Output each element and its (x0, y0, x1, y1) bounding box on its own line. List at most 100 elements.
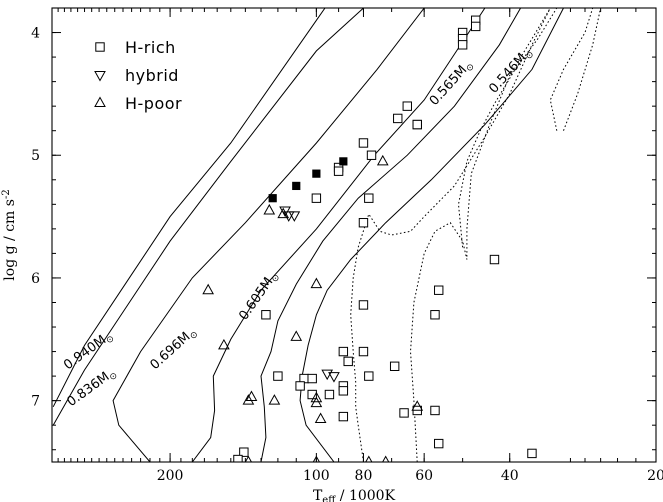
point-s0-17 (434, 285, 444, 295)
point-s1-3 (328, 372, 340, 383)
mass-track-1 (52, 8, 364, 426)
data-points (202, 15, 537, 462)
x-tick-label-3: 60 (415, 468, 433, 484)
point-s2-1 (277, 207, 290, 219)
point-s0-31 (338, 386, 349, 396)
point-s2-8 (245, 390, 258, 401)
point-s2-2 (376, 154, 389, 166)
point-s0-25 (273, 371, 283, 381)
y-axis-title-sup: -2 (1, 189, 12, 199)
sun-symbol-icon: ⊙ (108, 371, 120, 384)
point-s2-13 (411, 400, 424, 411)
track-label-2: 0.696M⊙ (147, 324, 200, 374)
point-s0-2 (457, 40, 468, 50)
y-tick-label-1: 5 (31, 148, 40, 164)
sun-symbol-icon: ⊙ (270, 273, 283, 285)
point-s0-12 (333, 166, 344, 176)
mass-track-2 (112, 8, 425, 462)
track-label-text-2: 0.696M (147, 329, 193, 373)
legend-label-0: H-rich (125, 38, 176, 57)
x-tick-label-1: 100 (303, 468, 330, 484)
point-s2-15 (312, 455, 320, 462)
point-s0-8 (412, 119, 422, 130)
dotted-track-4 (563, 8, 602, 131)
point-s0-13 (311, 193, 322, 203)
point-s0-38 (434, 438, 444, 449)
point-s0-40 (239, 447, 249, 457)
sun-symbol-icon: ⊙ (104, 334, 116, 347)
point-s0-24 (389, 361, 400, 371)
point-s2-16 (365, 455, 373, 462)
point-s1-1 (282, 211, 295, 222)
track-label-4: 0.565M⊙ (427, 57, 477, 110)
point-s0-33 (324, 389, 335, 400)
point-s2-0 (263, 203, 276, 215)
x-tick-label-4: 40 (501, 468, 519, 484)
point-s1-2 (288, 211, 301, 222)
point-s0-15 (358, 218, 369, 228)
dotted-track-3 (549, 8, 594, 131)
point-s0-36 (430, 405, 440, 416)
legend: H-rich hybrid H-poor (94, 38, 182, 113)
y-axis-title: log g / cm s-2 (1, 189, 18, 280)
x-tick-label-0: 200 (157, 468, 184, 484)
track-label-0: 0.940M⊙ (61, 328, 116, 375)
plot-frame (51, 7, 657, 463)
point-s2-9 (268, 394, 281, 405)
dotted-track-1 (409, 8, 551, 462)
x-axis-title: Teff / 1000K (313, 488, 396, 502)
x-axis-title-unit: / 1000K (335, 488, 395, 502)
point-s0-28 (295, 381, 305, 391)
point-s2-17 (382, 455, 390, 462)
y-tick-label-0: 4 (31, 26, 40, 42)
legend-marker-2 (94, 96, 106, 107)
point-s0-23 (343, 356, 353, 367)
legend-marker-1 (94, 71, 106, 82)
point-s2-3 (202, 283, 214, 295)
point-s0-22 (358, 346, 369, 357)
point-s0-37 (338, 411, 349, 422)
x-axis-title-main: T (313, 488, 323, 502)
point-s0-4 (470, 21, 481, 32)
point-s0-6 (393, 113, 403, 124)
point-s0-9 (358, 138, 369, 148)
mass-track-3 (191, 8, 486, 462)
y-axis-title-main: log g / cm s (2, 199, 18, 281)
dotted-track-0 (350, 8, 551, 462)
point-s2-14 (244, 455, 253, 462)
x-tick-label-5: 20 (647, 468, 663, 484)
point-s0-27 (307, 373, 317, 384)
legend-marker-0 (95, 42, 105, 52)
mass-tracks (52, 8, 564, 462)
point-s3-0 (268, 194, 277, 203)
point-s0-18 (358, 300, 369, 310)
x-tick-label-2: 80 (355, 468, 373, 484)
point-s0-16 (489, 254, 500, 265)
point-s3-1 (292, 181, 301, 191)
legend-label-1: hybrid (125, 66, 179, 85)
legend-label-2: H-poor (125, 94, 182, 113)
track-label-1: 0.836M⊙ (64, 365, 119, 412)
point-s2-10 (310, 391, 323, 403)
point-s0-10 (366, 150, 377, 160)
axes: 200 100 80 60 40 20 4 5 6 7 Teff / 1000K log g / cm… (1, 7, 663, 502)
point-s0-20 (261, 310, 271, 320)
mass-track-5 (299, 8, 564, 462)
point-s0-41 (233, 454, 243, 462)
point-s2-4 (218, 338, 230, 350)
mass-track-4 (260, 8, 522, 462)
track-label-text-0: 0.940M (61, 333, 109, 374)
point-s3-3 (339, 157, 348, 166)
point-s0-39 (527, 448, 537, 459)
mass-track-0 (52, 8, 326, 408)
point-s2-7 (242, 394, 255, 405)
y-tick-label-2: 6 (31, 271, 40, 287)
point-s0-32 (307, 389, 317, 400)
x-axis-title-sub: eff (322, 495, 336, 502)
point-s2-6 (310, 277, 323, 289)
point-s1-4 (321, 369, 334, 381)
point-s2-11 (310, 396, 323, 408)
point-s0-21 (338, 346, 349, 357)
point-s0-29 (364, 371, 374, 381)
